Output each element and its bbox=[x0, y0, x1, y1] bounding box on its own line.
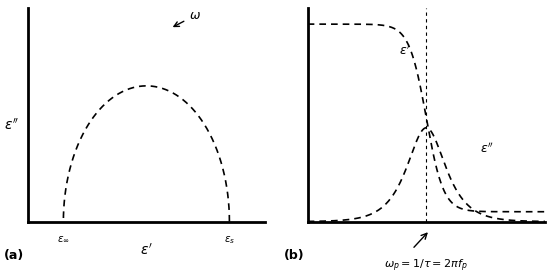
Text: $\varepsilon''$: $\varepsilon''$ bbox=[480, 141, 494, 156]
Text: $\varepsilon_{\infty}$: $\varepsilon_{\infty}$ bbox=[57, 234, 70, 244]
Text: $\omega$: $\omega$ bbox=[174, 9, 201, 27]
Text: $\varepsilon'$: $\varepsilon'$ bbox=[399, 43, 410, 58]
Text: $\omega_p = 1/\tau = 2\pi f_p$: $\omega_p = 1/\tau = 2\pi f_p$ bbox=[384, 258, 468, 274]
Text: $\varepsilon'$: $\varepsilon'$ bbox=[140, 243, 153, 258]
Text: (b): (b) bbox=[284, 249, 305, 262]
Text: $\varepsilon''$: $\varepsilon''$ bbox=[3, 118, 19, 133]
Text: $\varepsilon_{s}$: $\varepsilon_{s}$ bbox=[224, 234, 235, 246]
Text: (a): (a) bbox=[4, 249, 24, 262]
